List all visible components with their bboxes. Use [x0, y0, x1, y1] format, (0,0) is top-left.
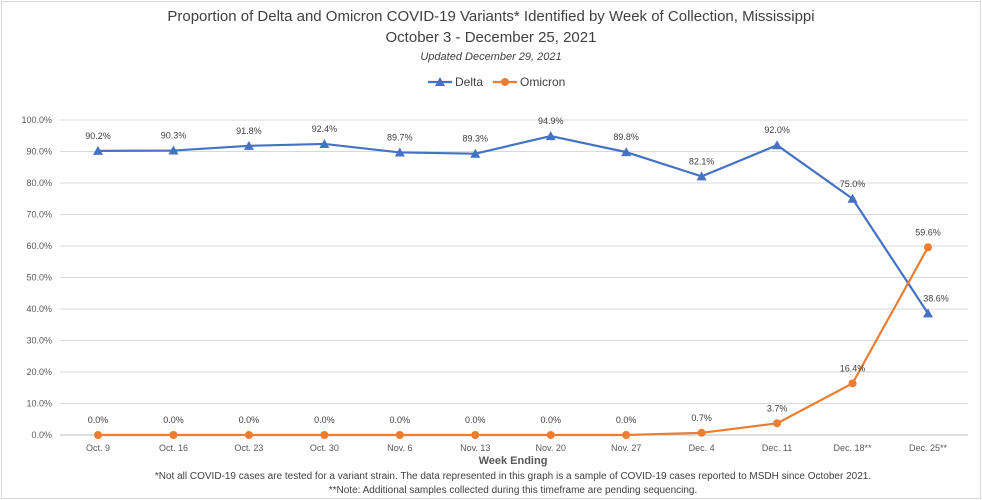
y-tick-label: 0.0% — [31, 430, 52, 440]
data-point — [773, 419, 782, 428]
x-tick-label: Nov. 13 — [460, 443, 490, 453]
updated-note: Updated December 29, 2021 — [420, 51, 561, 63]
data-label: 0.0% — [163, 415, 184, 425]
x-tick-label: Dec. 4 — [689, 443, 715, 453]
x-tick-label: Oct. 23 — [234, 443, 263, 453]
data-label: 89.7% — [387, 132, 413, 142]
series-omicron: 0.0% 0.0% 0.0% 0.0% 0.0% 0.0% 0.0% 0.0% 0.7% 3.7%… — [88, 227, 941, 439]
data-point — [244, 431, 253, 439]
data-label: 0.0% — [540, 415, 561, 425]
series-line — [98, 246, 929, 437]
data-point — [923, 308, 933, 318]
data-point — [924, 243, 932, 252]
chart-title: Proportion of Delta and Omicron COVID-19… — [167, 8, 814, 25]
data-point — [94, 431, 102, 439]
legend-marker — [435, 77, 445, 86]
data-label: 90.2% — [85, 131, 111, 141]
data-label: 94.9% — [538, 116, 564, 126]
data-point — [169, 431, 178, 439]
data-label: 90.3% — [161, 131, 187, 141]
data-label: 82.1% — [689, 156, 715, 166]
data-point — [772, 140, 783, 150]
data-label: 89.3% — [463, 134, 489, 144]
data-point — [546, 431, 555, 439]
data-label: 38.6% — [923, 293, 949, 303]
y-tick-label: 70.0% — [26, 210, 52, 220]
data-label: 16.4% — [840, 363, 866, 373]
series-line — [97, 134, 929, 315]
x-tick-label: Oct. 9 — [86, 443, 110, 453]
x-axis-ticks: Oct. 9 Oct. 16 Oct. 23 Oct. 30 Nov. 6 Nov. 13… — [86, 443, 948, 453]
legend-item-omicron: Omicron — [493, 75, 565, 89]
data-point — [621, 147, 632, 157]
x-tick-label: Nov. 6 — [387, 443, 412, 453]
chart-subtitle: October 3 - December 25, 2021 — [386, 29, 597, 46]
data-point — [471, 431, 480, 439]
data-label: 75.0% — [840, 179, 866, 189]
x-tick-label: Dec. 18** — [834, 443, 873, 453]
data-point — [622, 431, 631, 439]
data-label: 3.7% — [767, 403, 788, 413]
data-point — [697, 428, 706, 437]
data-label: 0.0% — [239, 415, 260, 425]
data-point — [168, 145, 179, 155]
data-label: 0.7% — [691, 413, 712, 423]
data-point — [545, 131, 556, 141]
legend-marker — [501, 78, 509, 86]
data-point — [847, 193, 858, 203]
data-point — [395, 431, 404, 439]
data-point — [848, 379, 857, 388]
data-label: 91.8% — [236, 126, 262, 136]
data-label: 0.0% — [88, 415, 109, 425]
legend: Delta Omicron — [428, 75, 565, 89]
x-tick-label: Dec. 25** — [909, 443, 948, 453]
legend-label: Omicron — [520, 75, 565, 89]
data-label: 0.0% — [616, 415, 637, 425]
y-tick-label: 10.0% — [26, 399, 52, 409]
data-label: 92.4% — [312, 124, 338, 134]
data-point — [696, 171, 707, 181]
data-point — [243, 140, 254, 150]
y-tick-label: 20.0% — [26, 367, 52, 377]
data-label: 0.0% — [465, 415, 486, 425]
y-tick-label: 90.0% — [26, 147, 52, 157]
x-tick-label: Nov. 27 — [611, 443, 641, 453]
y-tick-label: 40.0% — [26, 304, 52, 314]
x-tick-label: Nov. 20 — [536, 443, 566, 453]
x-tick-label: Dec. 11 — [762, 443, 792, 453]
data-point — [394, 147, 405, 157]
y-tick-label: 60.0% — [26, 241, 52, 251]
x-tick-label: Oct. 16 — [159, 443, 188, 453]
data-point — [470, 148, 481, 158]
data-label: 59.6% — [915, 227, 941, 237]
series-group: 90.2% 90.3% 91.8% 92.4% 89.7% 89.3% 94.9% 89.8%… — [85, 116, 949, 439]
x-axis-title: Week Ending — [479, 455, 548, 467]
gridlines — [60, 119, 968, 436]
legend-label: Delta — [455, 75, 483, 89]
y-tick-label: 50.0% — [26, 273, 52, 283]
footnote-2: **Note: Additional samples collected dur… — [329, 485, 698, 496]
data-point — [319, 138, 330, 148]
data-label: 92.0% — [764, 125, 790, 135]
y-tick-label: 30.0% — [26, 336, 52, 346]
data-label: 0.0% — [390, 415, 411, 425]
legend-item-delta: Delta — [428, 75, 483, 89]
y-axis-ticks: 0.0% 10.0% 20.0% 30.0% 40.0% 50.0% 60.0% 70.0% 8… — [21, 115, 52, 440]
footnote-1: *Not all COVID-19 cases are tested for a… — [155, 471, 871, 482]
x-tick-label: Oct. 30 — [310, 443, 339, 453]
y-tick-label: 80.0% — [26, 178, 52, 188]
data-label: 89.8% — [613, 132, 639, 142]
data-point — [320, 431, 329, 439]
series-delta: 90.2% 90.3% 91.8% 92.4% 89.7% 89.3% 94.9% 89.8%… — [85, 116, 949, 318]
y-tick-label: 100.0% — [21, 115, 52, 125]
data-label: 0.0% — [314, 415, 335, 425]
data-point — [93, 145, 103, 155]
